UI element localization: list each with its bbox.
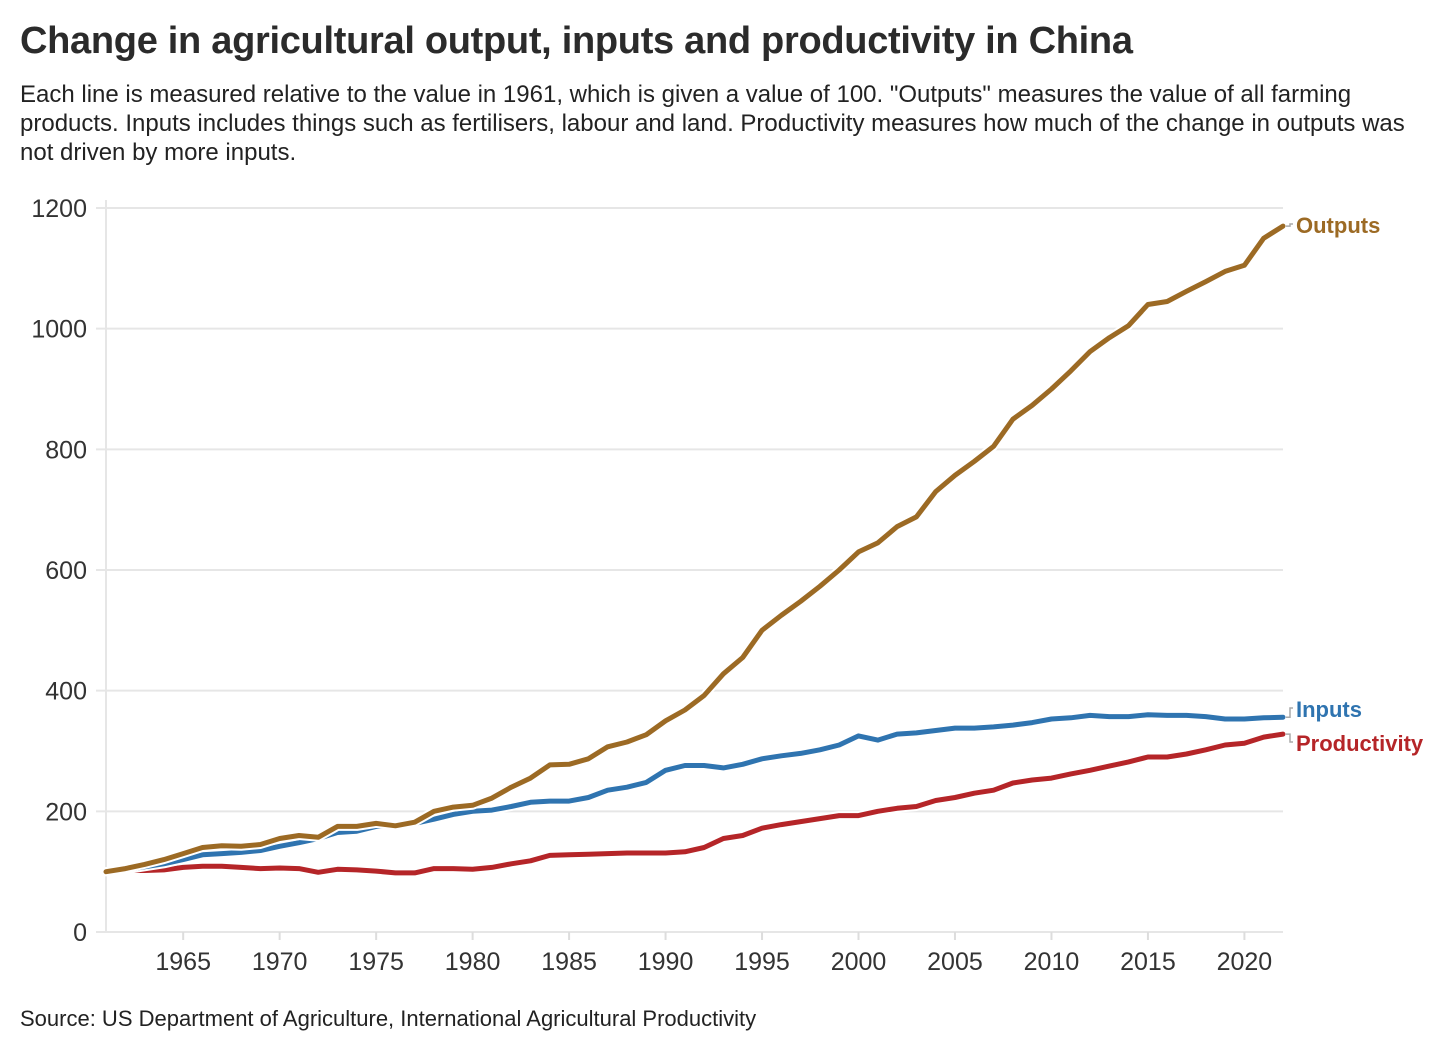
series-line-outputs (103, 223, 1286, 875)
x-tick-label: 1965 (155, 948, 211, 976)
y-tick-label: 1000 (31, 316, 87, 344)
series-label-outputs: Outputs (1296, 213, 1380, 238)
label-connector (1286, 733, 1293, 743)
series-label-inputs: Inputs (1296, 697, 1362, 722)
series-label-productivity: Productivity (1296, 731, 1424, 756)
x-tick-label: 2005 (927, 948, 983, 976)
x-tick-label: 2020 (1217, 948, 1273, 976)
x-tick-label: 2000 (831, 948, 887, 976)
chart-title: Change in agricultural output, inputs an… (20, 20, 1133, 62)
y-tick-label: 0 (73, 919, 87, 947)
y-tick-label: 800 (45, 436, 87, 464)
chart-subtitle: Each line is measured relative to the va… (20, 81, 1405, 166)
x-tick-label: 1980 (445, 948, 501, 976)
x-tick-label: 1985 (541, 948, 597, 976)
source-note: Source: US Department of Agriculture, In… (20, 1006, 757, 1031)
x-tick-label: 1975 (348, 948, 404, 976)
x-tick-label: 1990 (638, 948, 694, 976)
x-tick-label: 1970 (252, 948, 308, 976)
series-line-inputs (103, 712, 1286, 875)
series-line-halo-outputs (101, 221, 1288, 877)
y-tick-label: 400 (45, 678, 87, 706)
x-tick-label: 2015 (1120, 948, 1176, 976)
y-tick-label: 1200 (31, 195, 87, 223)
y-tick-label: 200 (45, 798, 87, 826)
series-line-productivity (103, 731, 1286, 876)
x-tick-label: 2010 (1024, 948, 1080, 976)
x-tick-label: 1995 (734, 948, 790, 976)
label-connector (1286, 707, 1293, 718)
label-connector (1286, 223, 1293, 227)
y-tick-label: 600 (45, 557, 87, 585)
